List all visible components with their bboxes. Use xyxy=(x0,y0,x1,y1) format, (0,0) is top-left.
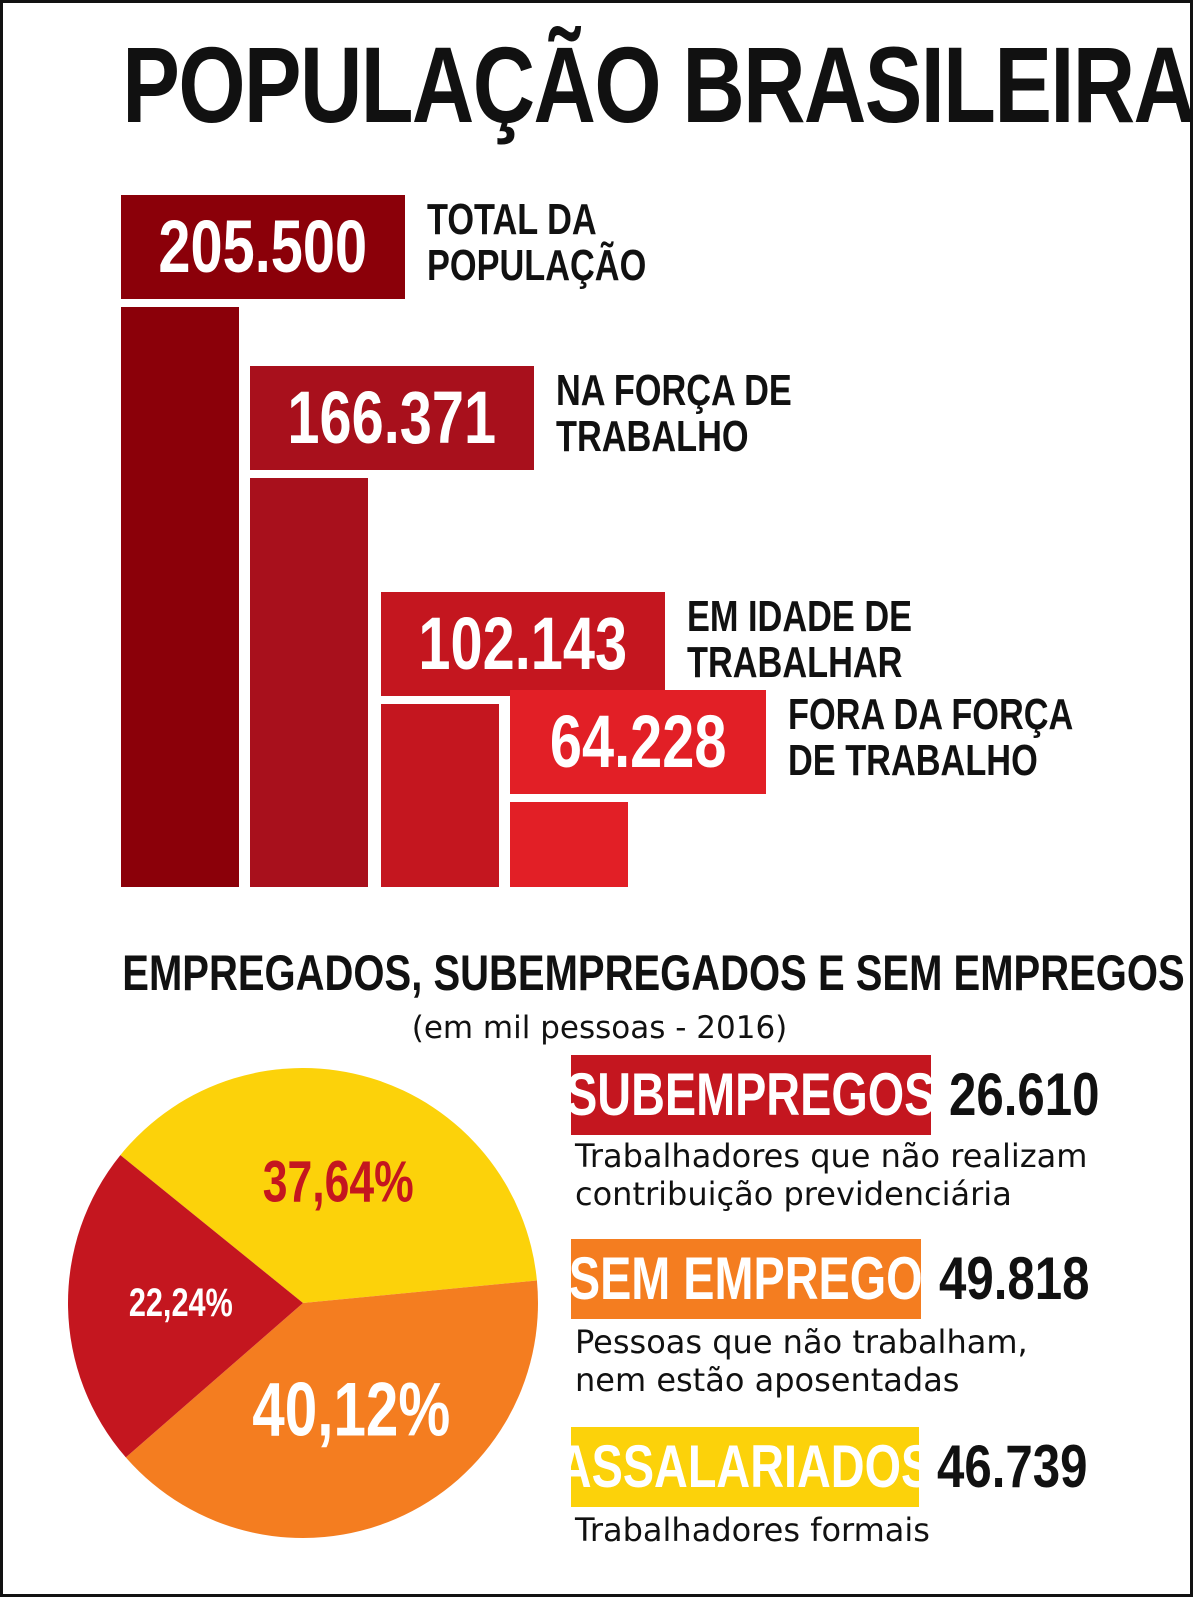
label-total-population: TOTAL DA POPULAÇÃO xyxy=(427,195,647,290)
bar-labor-force xyxy=(250,477,368,887)
value-total-population: 205.500 xyxy=(158,205,368,288)
bar-outside-labor-force xyxy=(510,801,628,887)
pie-slice-assalariados xyxy=(120,1068,537,1303)
legend-desc-assalariados: Trabalhadores formais xyxy=(575,1511,930,1549)
value-working-age: 102.143 xyxy=(418,601,628,685)
legend-label-assalariados: ASSALARIADOS xyxy=(571,1433,919,1500)
value-box-labor-force: 166.371 xyxy=(250,365,534,470)
employment-note: (em mil pessoas - 2016) xyxy=(411,1010,788,1046)
value-outside-labor-force: 64.228 xyxy=(549,699,727,783)
employment-title: EMPREGADOS, SUBEMPREGADOS E SEM EMPREGOS xyxy=(122,945,1185,1001)
legend-desc-subempregos: Trabalhadores que não realizam contribui… xyxy=(575,1137,1088,1213)
legend-box-subempregos: SUBEMPREGOS xyxy=(571,1055,931,1135)
pie-label-assalariados: 37,64% xyxy=(263,1149,414,1214)
label-working-age: EM IDADE DE TRABALHAR xyxy=(687,591,913,687)
value-box-outside-labor-force: 64.228 xyxy=(510,689,766,794)
pie-label-sem-emprego: 40,12% xyxy=(252,1367,450,1452)
legend-box-assalariados: ASSALARIADOS xyxy=(571,1427,919,1507)
legend-label-sem-emprego: SEM EMPREGO xyxy=(571,1245,921,1312)
label-labor-force: NA FORÇA DE TRABALHO xyxy=(556,365,792,461)
page-title: POPULAÇÃO BRASILEIRA xyxy=(122,24,1193,145)
legend-value-subempregos: 26.610 xyxy=(949,1061,1100,1128)
bar-working-age xyxy=(381,703,499,887)
value-box-total-population: 205.500 xyxy=(121,195,405,299)
pie-slice-subempregos xyxy=(68,1155,303,1458)
legend-value-assalariados: 46.739 xyxy=(937,1433,1088,1500)
value-box-working-age: 102.143 xyxy=(381,591,665,696)
pie-label-subempregos: 22,24% xyxy=(129,1281,233,1325)
label-outside-labor-force: FORA DA FORÇA DE TRABALHO xyxy=(788,689,1074,785)
employment-pie-chart: 37,64% 40,12% 22,24% xyxy=(68,1068,538,1538)
value-labor-force: 166.371 xyxy=(287,375,497,459)
pie-slice-sem-emprego xyxy=(125,1280,538,1538)
legend-box-sem-emprego: SEM EMPREGO xyxy=(571,1239,921,1319)
bar-total-population xyxy=(121,307,239,887)
legend-value-sem-emprego: 49.818 xyxy=(939,1245,1090,1312)
legend-desc-sem-emprego: Pessoas que não trabalham, nem estão apo… xyxy=(575,1323,1028,1399)
legend-label-subempregos: SUBEMPREGOS xyxy=(571,1061,931,1128)
